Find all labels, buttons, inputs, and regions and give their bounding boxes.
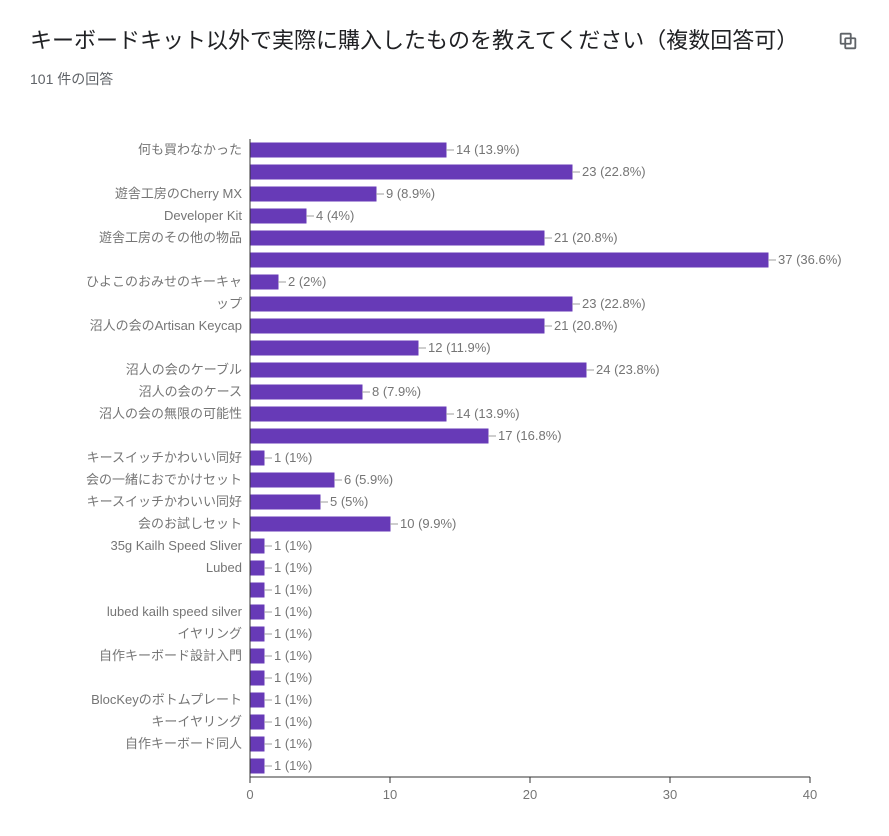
bar-value-label: 1 (1%) — [274, 604, 312, 619]
bar[interactable] — [251, 341, 419, 356]
bar[interactable] — [251, 627, 265, 642]
bar-category-label: 会のお試しセット — [138, 516, 242, 531]
bar[interactable] — [251, 495, 321, 510]
bar-category-label: 自作キーボード同人 — [125, 736, 242, 751]
bar-value-label: 17 (16.8%) — [498, 428, 562, 443]
copy-icon[interactable] — [837, 24, 859, 57]
bar-value-label: 1 (1%) — [274, 626, 312, 641]
x-axis-tick: 0 — [246, 787, 253, 802]
bar-value-label: 2 (2%) — [288, 274, 326, 289]
bar-value-label: 21 (20.8%) — [554, 230, 618, 245]
bar-value-label: 14 (13.9%) — [456, 406, 520, 421]
bar-value-label: 37 (36.6%) — [778, 252, 842, 267]
bar-category-label: キースイッチかわいい同好 — [87, 450, 242, 465]
bar[interactable] — [251, 605, 265, 620]
bar-value-label: 8 (7.9%) — [372, 384, 421, 399]
bar-category-label: キーイヤリング — [151, 714, 242, 729]
bar[interactable] — [251, 715, 265, 730]
bar[interactable] — [251, 209, 307, 224]
bar-category-label: イヤリング — [177, 626, 242, 641]
bar-category-label: キースイッチかわいい同好 — [87, 494, 242, 509]
bar-value-label: 23 (22.8%) — [582, 296, 646, 311]
bar-value-label: 1 (1%) — [274, 582, 312, 597]
bar[interactable] — [251, 539, 265, 554]
bar-chart: 0 10 20 30 40 14 (13.9%) 23 (22.8%) 9 (8.9%) 4 (… — [30, 129, 859, 812]
header-row: キーボードキット以外で実際に購入したものを教えてください（複数回答可） — [30, 24, 859, 57]
bar[interactable] — [251, 385, 363, 400]
x-axis-tick: 30 — [663, 787, 677, 802]
bar-value-label: 6 (5.9%) — [344, 472, 393, 487]
bar[interactable] — [251, 649, 265, 664]
bar[interactable] — [251, 187, 377, 202]
bar[interactable] — [251, 231, 545, 246]
bar-category-label: 自作キーボード設計入門 — [99, 648, 242, 663]
x-axis-tick: 20 — [523, 787, 537, 802]
bar-category-label: ップ — [216, 296, 242, 311]
bar-category-label: 沼人の会のArtisan Keycap — [90, 318, 242, 333]
chart-title: キーボードキット以外で実際に購入したものを教えてください（複数回答可） — [30, 24, 798, 57]
bar[interactable] — [251, 275, 279, 290]
bar-value-label: 1 (1%) — [274, 714, 312, 729]
bar-value-label: 23 (22.8%) — [582, 164, 646, 179]
bar-category-label: lubed kailh speed silver — [107, 604, 243, 619]
response-count: 101 件の回答 — [30, 69, 859, 89]
bar-category-label: 会の一緒におでかけセット — [86, 472, 242, 487]
chart-svg: 0 10 20 30 40 14 (13.9%) 23 (22.8%) 9 (8.9%) 4 (… — [30, 129, 889, 812]
bar-category-label: 沼人の会のケース — [139, 384, 242, 399]
bar-value-label: 1 (1%) — [274, 560, 312, 575]
bar-category-label: ひよこのおみせのキーキャ — [86, 274, 242, 289]
bar-category-label: 沼人の会のケーブル — [126, 362, 242, 377]
bar-value-label: 1 (1%) — [274, 736, 312, 751]
bar[interactable] — [251, 363, 587, 378]
bar-category-label: 遊舎工房のその他の物品 — [99, 230, 242, 245]
bar[interactable] — [251, 319, 545, 334]
bar[interactable] — [251, 297, 573, 312]
bar-value-label: 1 (1%) — [274, 692, 312, 707]
bar-category-label: Developer Kit — [164, 208, 242, 223]
x-axis-tick: 40 — [803, 787, 817, 802]
bar-category-label: Lubed — [206, 560, 242, 575]
bar[interactable] — [251, 407, 447, 422]
bar[interactable] — [251, 583, 265, 598]
bar-category-label: 遊舎工房のCherry MX — [115, 186, 242, 201]
bar[interactable] — [251, 451, 265, 466]
bar-value-label: 1 (1%) — [274, 450, 312, 465]
bar-value-label: 1 (1%) — [274, 758, 312, 773]
bar[interactable] — [251, 759, 265, 774]
bar[interactable] — [251, 165, 573, 180]
bar-value-label: 4 (4%) — [316, 208, 354, 223]
bar[interactable] — [251, 737, 265, 752]
bar[interactable] — [251, 561, 265, 576]
bar[interactable] — [251, 429, 489, 444]
bar-category-label: 35g Kailh Speed Sliver — [110, 538, 242, 553]
bar-category-label: 沼人の会の無限の可能性 — [99, 406, 242, 421]
bar-value-label: 21 (20.8%) — [554, 318, 618, 333]
bar-value-label: 24 (23.8%) — [596, 362, 660, 377]
bar-value-label: 1 (1%) — [274, 648, 312, 663]
bar-value-label: 1 (1%) — [274, 538, 312, 553]
bar-value-label: 9 (8.9%) — [386, 186, 435, 201]
bar-value-label: 5 (5%) — [330, 494, 368, 509]
bar-category-label: BlocKeyのボトムプレート — [91, 692, 242, 707]
bar[interactable] — [251, 671, 265, 686]
bar[interactable] — [251, 517, 391, 532]
bar-value-label: 1 (1%) — [274, 670, 312, 685]
bar-value-label: 12 (11.9%) — [428, 340, 491, 355]
bar[interactable] — [251, 473, 335, 488]
bar-value-label: 14 (13.9%) — [456, 142, 520, 157]
bar[interactable] — [251, 143, 447, 158]
bar-value-label: 10 (9.9%) — [400, 516, 456, 531]
bar-category-label: 何も買わなかった — [138, 142, 242, 157]
x-axis-tick: 10 — [383, 787, 397, 802]
bar[interactable] — [251, 253, 769, 268]
bar[interactable] — [251, 693, 265, 708]
